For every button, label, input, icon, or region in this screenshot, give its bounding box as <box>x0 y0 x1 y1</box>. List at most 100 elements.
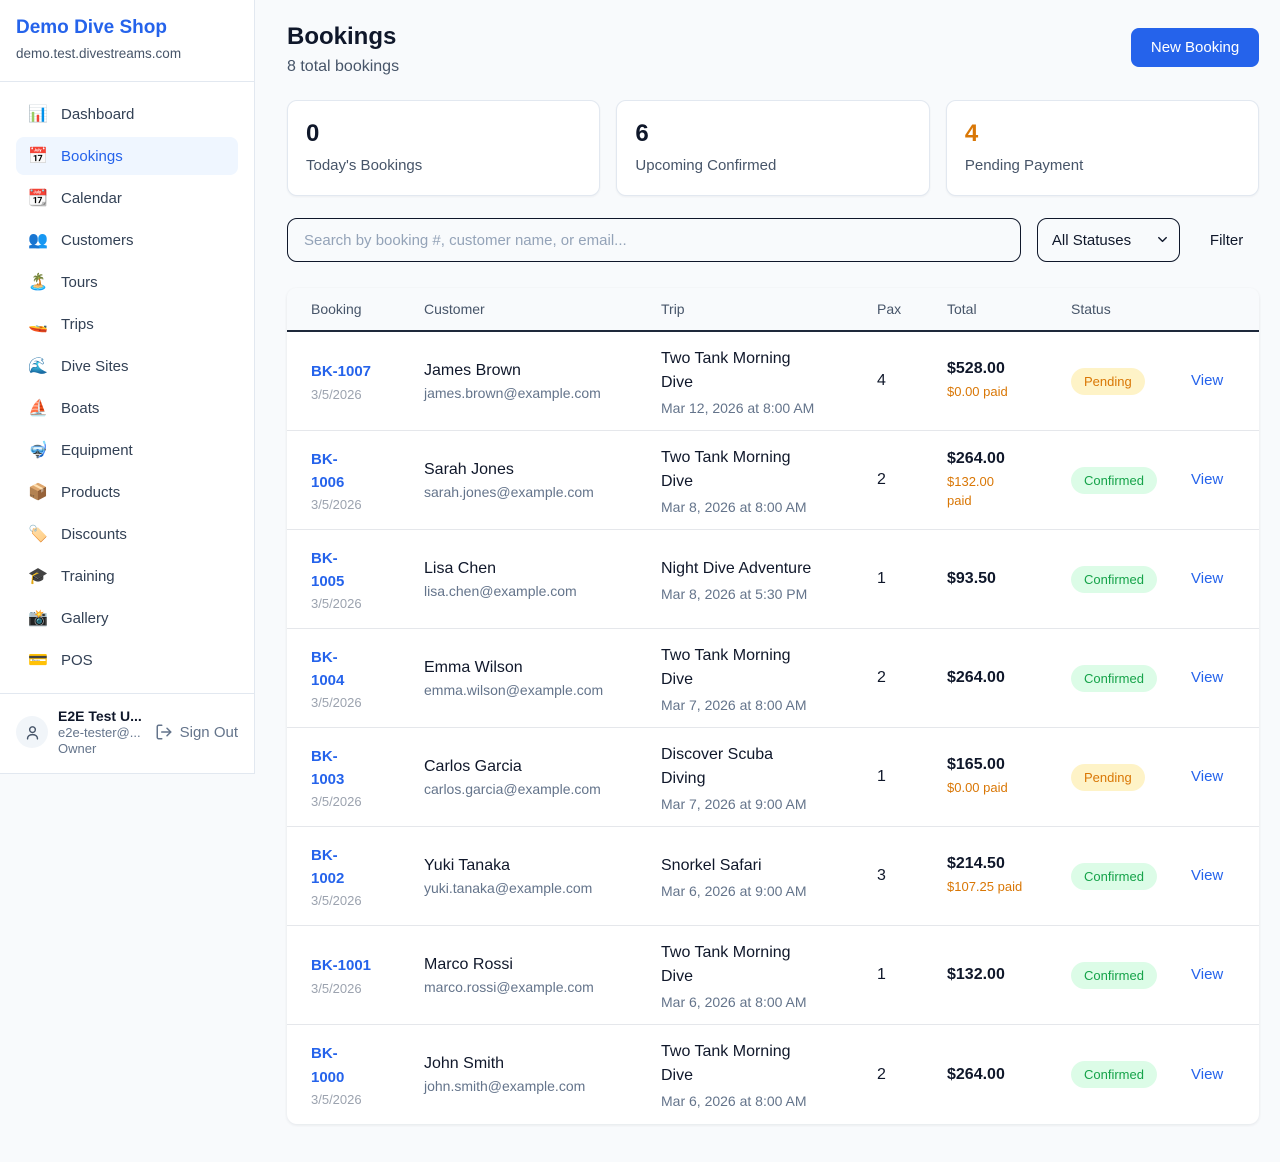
sidebar-item[interactable]: 🌊 Dive Sites <box>16 347 238 385</box>
stat-value: 0 <box>306 120 320 147</box>
pax-cell: 2 <box>877 1065 886 1083</box>
sidebar-item[interactable]: 📅 Bookings <box>16 137 238 175</box>
customer-name: Yuki Tanaka <box>424 856 510 874</box>
sidebar-item-label: Customers <box>61 231 134 249</box>
actions-cell: View <box>1191 1066 1235 1084</box>
trip-datetime: Mar 7, 2026 at 9:00 AM <box>661 795 807 812</box>
trip-datetime: Mar 8, 2026 at 5:30 PM <box>661 585 808 602</box>
total-cell: $264.00 <box>947 1066 1071 1084</box>
view-link[interactable]: View <box>1191 669 1224 686</box>
trip-cell: Two Tank Morning Dive Mar 12, 2026 at 8:… <box>661 347 877 416</box>
trip-name: Two Tank Morning Dive <box>661 943 791 985</box>
booking-cell: BK- 1000 3/5/2026 <box>311 1042 424 1107</box>
customer-email: marco.rossi@example.com <box>424 978 594 995</box>
booking-id-link[interactable]: BK-1007 <box>311 363 372 381</box>
status-badge: Confirmed <box>1071 1061 1157 1088</box>
sidebar-item-icon: ⛵ <box>28 400 48 417</box>
page-subtitle: 8 total bookings <box>287 58 400 75</box>
sidebar-item-label: Calendar <box>61 189 122 207</box>
sidebar-item[interactable]: 🏷️ Discounts <box>16 515 238 553</box>
customer-cell: James Brown james.brown@example.com <box>424 362 661 401</box>
shop-domain: demo.test.divestreams.com <box>16 46 182 61</box>
sidebar-item[interactable]: 💳 POS <box>16 641 238 679</box>
trip-name: Snorkel Safari <box>661 856 762 874</box>
customer-cell: Sarah Jones sarah.jones@example.com <box>424 461 661 500</box>
status-badge: Confirmed <box>1071 466 1157 494</box>
view-link[interactable]: View <box>1191 471 1224 488</box>
customer-name: Marco Rossi <box>424 955 513 973</box>
column-header-trip: Trip <box>661 301 685 317</box>
total-amount: $264.00 <box>947 1065 1005 1083</box>
status-cell: Confirmed <box>1071 862 1191 890</box>
sidebar-item-icon: 🏝️ <box>28 274 48 291</box>
table-row: BK- 1006 3/5/2026 Sarah Jones sarah.jone… <box>287 431 1260 530</box>
sidebar-item[interactable]: 📸 Gallery <box>16 599 238 637</box>
trip-name: Two Tank Morning Dive <box>661 448 791 490</box>
customer-name: Sarah Jones <box>424 460 514 478</box>
filter-button[interactable]: Filter <box>1209 231 1244 249</box>
sign-out-label: Sign Out <box>179 723 238 741</box>
booking-id-link[interactable]: BK- 1004 <box>311 648 345 689</box>
view-link[interactable]: View <box>1191 867 1224 884</box>
table-header-row: Booking Customer Trip Pax Total Status <box>287 288 1260 332</box>
status-cell: Confirmed <box>1071 466 1191 494</box>
sidebar-item[interactable]: 🏝️ Tours <box>16 263 238 301</box>
paid-amount: $107.25 paid <box>947 879 1023 895</box>
trip-name: Night Dive Adventure <box>661 559 812 577</box>
trip-name: Two Tank Morning Dive <box>661 1043 791 1084</box>
column-header-total: Total <box>947 301 977 317</box>
status-cell: Confirmed <box>1071 961 1191 989</box>
total-amount: $132.00 <box>947 966 1005 983</box>
page-title: Bookings <box>287 23 397 50</box>
booking-id-link[interactable]: BK- 1003 <box>311 747 345 788</box>
new-booking-button[interactable]: New Booking <box>1130 28 1260 67</box>
status-cell: Confirmed <box>1071 1061 1191 1088</box>
filter-controls: All Statuses Filter <box>287 218 1259 262</box>
booking-cell: BK- 1002 3/5/2026 <box>311 844 424 909</box>
sidebar-item[interactable]: ⛵ Boats <box>16 389 238 427</box>
sidebar-item-icon: 📆 <box>28 190 48 207</box>
trip-cell: Discover Scuba Diving Mar 7, 2026 at 9:0… <box>661 743 877 812</box>
view-link[interactable]: View <box>1191 372 1224 389</box>
stat-value: 4 <box>964 120 979 147</box>
status-cell: Pending <box>1071 367 1191 395</box>
status-filter-select[interactable]: All Statuses <box>1036 218 1180 262</box>
stats-row: 0 Today's Bookings 6 Upcoming Confirmed … <box>287 100 1260 196</box>
view-link[interactable]: View <box>1191 1065 1224 1083</box>
booking-id-link[interactable]: BK- 1000 <box>311 1045 345 1086</box>
trip-cell: Two Tank Morning Dive Mar 7, 2026 at 8:0… <box>661 644 877 713</box>
view-link[interactable]: View <box>1191 768 1224 785</box>
trip-cell: Two Tank Morning Dive Mar 8, 2026 at 8:0… <box>661 446 877 515</box>
booking-date: 3/5/2026 <box>311 497 362 513</box>
sidebar-item-icon: 💳 <box>28 652 48 669</box>
stat-card: 4 Pending Payment <box>945 100 1260 196</box>
sidebar-item[interactable]: 🎓 Training <box>16 557 238 595</box>
customer-email: yuki.tanaka@example.com <box>424 879 593 896</box>
booking-id-link[interactable]: BK- 1005 <box>311 549 345 590</box>
sidebar-item-icon: 📸 <box>28 610 48 627</box>
booking-id-link[interactable]: BK- 1006 <box>311 450 345 491</box>
total-cell: $214.50 $107.25 paid <box>947 855 1071 897</box>
status-badge: Confirmed <box>1071 565 1157 593</box>
pax-cell: 1 <box>877 768 886 785</box>
sidebar-item[interactable]: 🤿 Equipment <box>16 431 238 469</box>
trip-datetime: Mar 6, 2026 at 8:00 AM <box>661 1093 807 1109</box>
booking-id-link[interactable]: BK- 1002 <box>311 846 345 887</box>
sidebar-item[interactable]: 👥 Customers <box>16 221 238 259</box>
view-link[interactable]: View <box>1191 966 1224 983</box>
sidebar-item[interactable]: 📊 Dashboard <box>16 95 238 133</box>
sidebar-item[interactable]: 🚤 Trips <box>16 305 238 343</box>
stat-card: 0 Today's Bookings <box>287 100 601 196</box>
total-amount: $264.00 <box>947 669 1005 686</box>
sidebar-item[interactable]: 📆 Calendar <box>16 179 238 217</box>
status-badge: Confirmed <box>1071 961 1157 989</box>
booking-date: 3/5/2026 <box>311 695 362 711</box>
booking-id-link[interactable]: BK-1001 <box>311 957 372 975</box>
user-role: Owner <box>58 740 97 756</box>
search-input[interactable] <box>287 218 1021 262</box>
pax-cell: 1 <box>877 966 886 983</box>
view-link[interactable]: View <box>1191 570 1224 587</box>
sidebar-item[interactable]: 📦 Products <box>16 473 238 511</box>
sign-out-button[interactable]: Sign Out <box>155 723 238 741</box>
